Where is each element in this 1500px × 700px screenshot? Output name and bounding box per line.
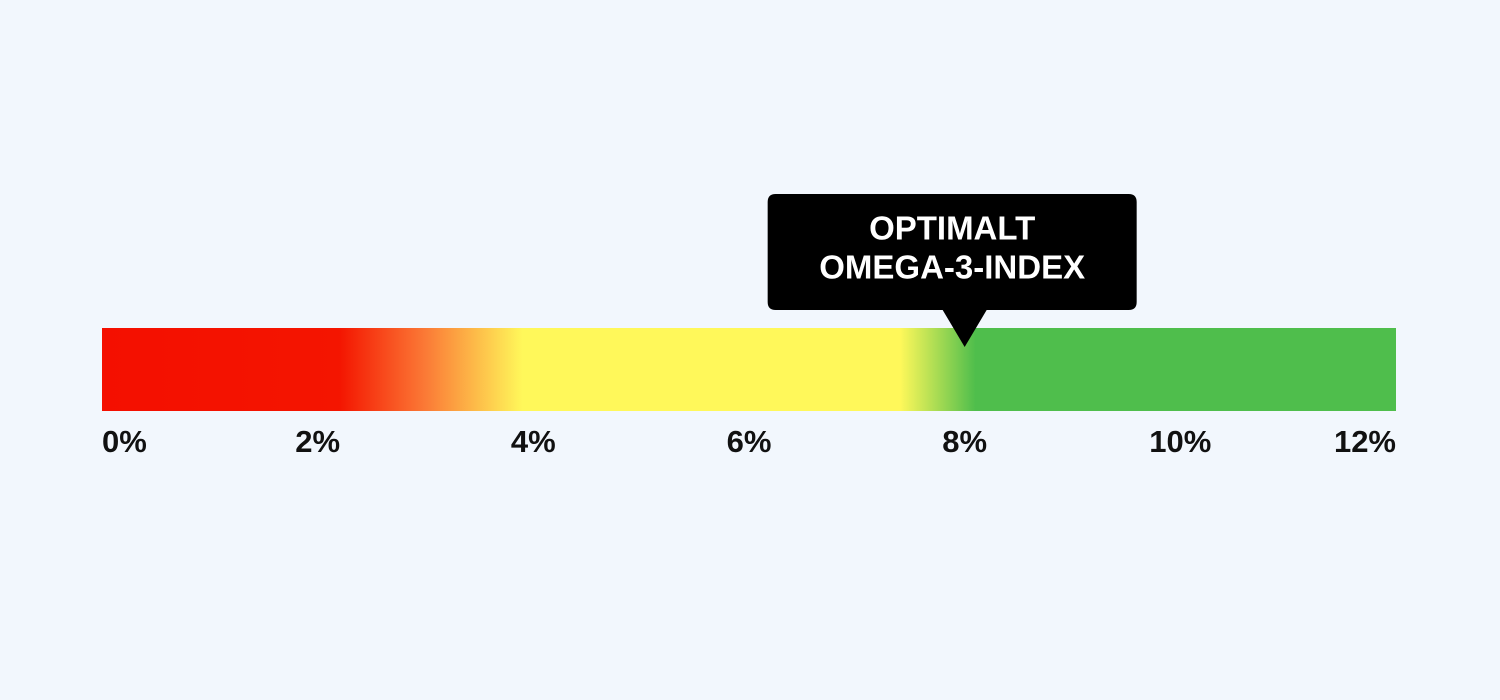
x-tick-label: 12% [1334, 424, 1396, 459]
scale-bar [102, 328, 1396, 411]
x-tick-label: 2% [295, 424, 340, 459]
callout-text: OMEGA-3-INDEX [819, 249, 1085, 286]
x-tick-label: 10% [1149, 424, 1211, 459]
x-tick-label: 8% [942, 424, 987, 459]
x-tick-label: 6% [727, 424, 772, 459]
x-tick-label: 4% [511, 424, 556, 459]
callout-text: OPTIMALT [869, 210, 1035, 247]
callout-pointer [767, 194, 1137, 347]
x-tick-label: 0% [102, 424, 147, 459]
